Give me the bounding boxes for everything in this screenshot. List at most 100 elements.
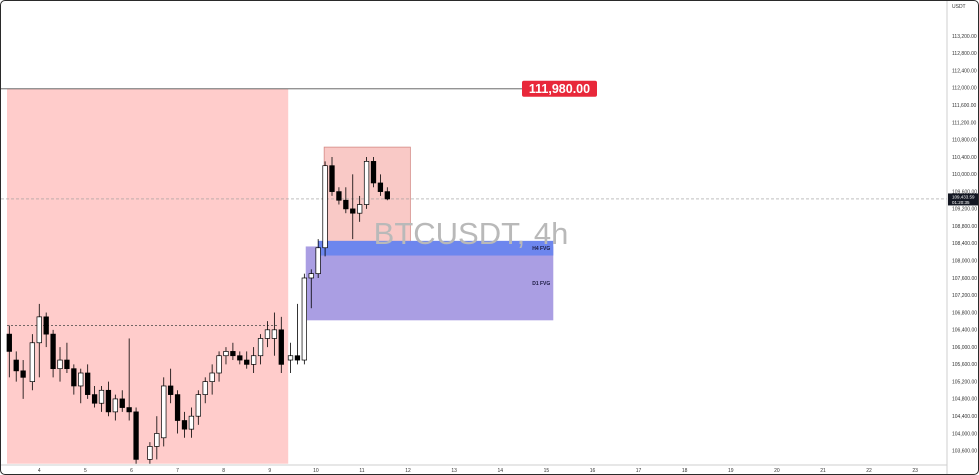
y-tick-label: 105,200.00 — [952, 379, 977, 385]
x-tick-label: 6 — [130, 468, 133, 474]
y-tick-label: 111,200.00 — [952, 120, 977, 126]
x-tick-label: 12 — [405, 468, 411, 474]
y-tick-label: 110,800.00 — [952, 138, 977, 144]
candle-body — [363, 161, 370, 205]
candle — [154, 416, 160, 460]
candle-body — [384, 191, 390, 200]
candle — [147, 442, 153, 464]
x-tick-label: 13 — [451, 468, 457, 474]
candle — [257, 334, 264, 365]
candle-body — [168, 385, 174, 395]
candle — [188, 407, 195, 438]
candle — [29, 334, 36, 391]
countdown-label: 01:20:35 — [952, 200, 970, 205]
y-tick-label: 110,400.00 — [952, 155, 977, 161]
candle-body — [230, 351, 236, 357]
candle — [202, 377, 208, 404]
candle — [209, 364, 215, 395]
y-tick-label: 104,800.00 — [952, 397, 977, 403]
candle — [223, 347, 229, 365]
candle-body — [223, 351, 229, 357]
candle — [119, 390, 125, 412]
candle — [244, 351, 250, 369]
h4-fvg-label: H4 FVG — [532, 246, 550, 252]
y-tick-label: 104,400.00 — [952, 414, 977, 420]
candle — [126, 338, 132, 421]
candle — [168, 368, 174, 404]
y-tick-label: 113,200.00 — [952, 34, 977, 40]
candle — [20, 360, 26, 399]
candle-body — [301, 277, 307, 361]
x-tick-label: 10 — [313, 468, 319, 474]
candle-body — [85, 372, 91, 395]
candle — [133, 407, 139, 464]
y-tick-label: 109,200.00 — [952, 207, 977, 213]
candle-body — [174, 394, 181, 421]
x-tick-label: 5 — [84, 468, 87, 474]
candle-body — [78, 372, 84, 387]
candle-body — [119, 398, 125, 408]
candle — [50, 329, 56, 378]
current-price-tag — [948, 193, 978, 206]
y-tick-label: 111,600.00 — [952, 103, 977, 109]
y-tick-label: 107,600.00 — [952, 276, 977, 282]
candle — [329, 157, 335, 196]
candle-body — [71, 368, 77, 387]
candle-body — [13, 359, 19, 372]
candle-body — [209, 372, 215, 382]
x-tick-label: 23 — [912, 468, 918, 474]
x-tick-label: 11 — [359, 468, 364, 474]
candle-body — [20, 370, 26, 378]
candle — [377, 174, 384, 196]
x-tick-label: 20 — [774, 468, 780, 474]
candle — [216, 351, 222, 382]
level-price-tag — [522, 80, 597, 97]
candle — [57, 347, 63, 382]
x-tick-label: 8 — [222, 468, 225, 474]
x-tick-label: 19 — [728, 468, 734, 474]
candle — [43, 312, 49, 348]
candle — [363, 157, 370, 209]
candle-body — [308, 273, 314, 279]
y-tick-label: 106,800.00 — [952, 310, 977, 316]
candle — [322, 161, 328, 257]
candle — [294, 303, 301, 365]
candle-body — [343, 199, 349, 210]
d1-fvg — [305, 246, 554, 321]
y-tick-label: 105,600.00 — [952, 362, 977, 368]
candle — [181, 411, 188, 438]
candle — [370, 157, 377, 188]
candle-body — [105, 389, 112, 413]
candle — [13, 351, 19, 382]
current-price-label: 109,433.59 — [952, 194, 975, 199]
y-tick-label: 104,000.00 — [952, 431, 977, 437]
candle-body — [29, 342, 36, 382]
candle-body — [57, 359, 63, 370]
y-tick-label: 108,800.00 — [952, 224, 977, 230]
candle-body — [6, 333, 12, 352]
candle — [105, 381, 112, 417]
candle — [287, 342, 294, 374]
candle-body — [264, 329, 271, 339]
x-tick-label: 18 — [682, 468, 688, 474]
candle — [308, 269, 314, 309]
candle — [91, 385, 98, 408]
candle — [343, 187, 349, 214]
candle-body — [329, 165, 335, 192]
candle — [384, 187, 390, 201]
candle-body — [257, 338, 264, 357]
symbol-watermark: BTCUSDT, 4h — [374, 216, 569, 251]
candle-body — [112, 398, 118, 413]
candle-body — [271, 329, 278, 339]
candle — [250, 347, 257, 374]
premium-zone — [7, 88, 289, 464]
y-tick-label: 112,800.00 — [952, 51, 977, 57]
candle-body — [43, 316, 49, 335]
x-tick-label: 9 — [268, 468, 271, 474]
candle-body — [202, 381, 208, 395]
candle-body — [161, 385, 167, 439]
y-tick-label: 106,400.00 — [952, 328, 977, 334]
candle — [357, 195, 363, 222]
y-tick-label: 112,000.00 — [952, 86, 977, 92]
